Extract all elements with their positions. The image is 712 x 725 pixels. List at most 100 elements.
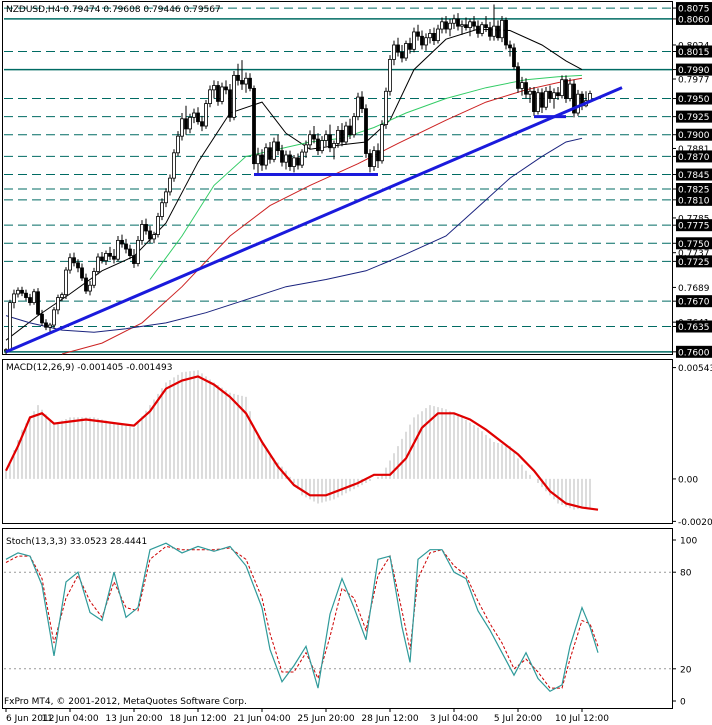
- price-tag: [676, 320, 712, 333]
- candle: [232, 71, 236, 121]
- candle-body-bear: [476, 25, 480, 34]
- trendlines[interactable]: [5, 86, 623, 354]
- candle: [108, 246, 112, 260]
- price-tag: [676, 219, 712, 232]
- price-tag: [676, 168, 712, 181]
- candle: [540, 88, 544, 114]
- candle: [340, 123, 344, 147]
- candle-body-bull: [332, 142, 336, 149]
- candle-body-bear: [84, 277, 88, 292]
- candle: [560, 75, 564, 99]
- candle: [60, 292, 64, 302]
- candle: [100, 251, 104, 264]
- candle: [136, 236, 140, 267]
- candle-body-bull: [140, 224, 144, 241]
- candle: [492, 4, 496, 41]
- candle: [208, 85, 212, 108]
- candle: [432, 27, 436, 45]
- candle-body-bull: [60, 294, 64, 298]
- candle-body-bull: [468, 21, 472, 29]
- candle: [236, 63, 240, 86]
- candle: [300, 149, 304, 169]
- candle: [568, 78, 572, 102]
- candle-body-bull: [88, 284, 92, 292]
- candle: [80, 263, 84, 281]
- candle-body-bull: [160, 202, 164, 217]
- candle: [220, 82, 224, 105]
- candle: [396, 37, 400, 57]
- candle-body-bull: [440, 21, 444, 30]
- candle: [520, 76, 524, 96]
- candle-body-bull: [304, 144, 308, 153]
- candle-body-bull: [404, 43, 408, 59]
- candle-body-bull: [452, 18, 456, 24]
- candle: [64, 267, 68, 299]
- candle: [204, 99, 208, 129]
- candle: [248, 73, 252, 92]
- candle: [484, 16, 488, 32]
- candle: [440, 17, 444, 34]
- candle-body-bear: [200, 121, 204, 127]
- candle-body-bear: [76, 262, 80, 269]
- candle-body-bull: [356, 96, 360, 118]
- candle: [156, 212, 160, 238]
- candle-body-bear: [44, 322, 48, 328]
- candle-body-bear: [348, 125, 352, 136]
- candle-body-bear: [288, 154, 292, 167]
- macd-panel: [2, 359, 673, 524]
- candle: [268, 141, 272, 164]
- candle-body-bear: [36, 291, 40, 315]
- candle: [128, 244, 132, 260]
- price-tag-label: 0.7810: [678, 196, 710, 206]
- candle-body-bear: [572, 83, 576, 114]
- candle-body-bear: [532, 90, 536, 112]
- candle: [556, 86, 560, 100]
- candle-body-bear: [240, 80, 244, 85]
- candle-body-bear: [228, 89, 232, 118]
- time-tick-label: 6 Jun 2012: [6, 714, 54, 724]
- macd-tick-label: -0.00207: [678, 518, 712, 528]
- candle-body-bear: [416, 31, 420, 37]
- time-tick-label: 10 Jul 12:00: [555, 714, 609, 724]
- candle-body-bear: [488, 27, 492, 37]
- candle: [364, 104, 368, 158]
- candle-body-bull: [92, 271, 96, 286]
- candle: [76, 259, 80, 273]
- price-tick-label: 0.7881: [678, 145, 710, 155]
- price-tag: [676, 182, 712, 195]
- candle-body-bull: [16, 289, 20, 295]
- price-tag-label: 0.7635: [678, 323, 710, 333]
- candle-body-bull: [176, 135, 180, 154]
- stoch-tick-label: 20: [680, 665, 692, 675]
- candle-body-bull: [448, 22, 452, 30]
- candle: [532, 86, 536, 116]
- price-tick-label: 0.7689: [678, 284, 710, 294]
- price-tick-label: 0.7977: [678, 75, 710, 85]
- time-tick-label: 5 Jul 20:00: [494, 714, 543, 724]
- price-tag-label: 0.7990: [678, 66, 710, 76]
- price-tag: [676, 45, 712, 58]
- price-tag-label: 0.8075: [678, 5, 710, 15]
- candle: [244, 72, 248, 93]
- candle-body-bull: [48, 324, 52, 328]
- candle: [392, 40, 396, 66]
- candle: [188, 113, 192, 134]
- candle: [456, 13, 460, 31]
- candle: [528, 86, 532, 103]
- candle-body-bull: [412, 31, 416, 50]
- candle-body-bull: [372, 150, 376, 167]
- candle-body-bull: [188, 116, 192, 130]
- candle-body-bear: [420, 35, 424, 46]
- price-tag-label: 0.7870: [678, 153, 710, 163]
- candle-body-bear: [508, 44, 512, 49]
- candle: [240, 60, 244, 90]
- candle-body-bull: [480, 24, 484, 34]
- candle-body-bull: [116, 239, 120, 260]
- candle: [408, 37, 412, 54]
- candle: [124, 238, 128, 254]
- candle-body-bear: [340, 129, 344, 143]
- candle: [184, 105, 188, 135]
- candle-body-bull: [552, 92, 556, 99]
- price-tag-label: 0.7600: [678, 348, 710, 358]
